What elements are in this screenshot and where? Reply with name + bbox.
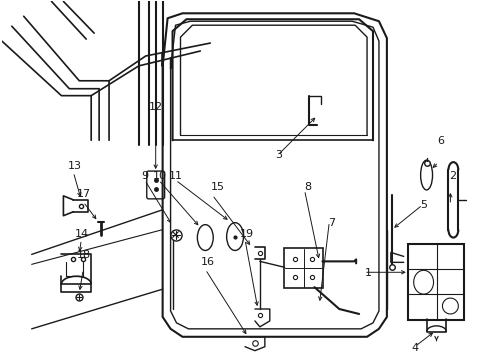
Text: 17: 17 bbox=[76, 189, 90, 199]
Text: 4: 4 bbox=[411, 343, 418, 353]
Text: 14: 14 bbox=[75, 229, 89, 239]
Text: 2: 2 bbox=[448, 171, 456, 181]
FancyBboxPatch shape bbox=[146, 171, 164, 199]
Text: 8: 8 bbox=[304, 182, 310, 192]
Text: 15: 15 bbox=[210, 182, 224, 192]
Text: 10: 10 bbox=[152, 171, 166, 181]
Text: 18: 18 bbox=[76, 250, 90, 260]
Text: 6: 6 bbox=[437, 136, 444, 146]
Text: 1: 1 bbox=[364, 268, 371, 278]
Ellipse shape bbox=[226, 223, 243, 251]
Text: 16: 16 bbox=[201, 257, 215, 267]
Text: 9: 9 bbox=[141, 171, 148, 181]
FancyBboxPatch shape bbox=[407, 243, 463, 320]
FancyBboxPatch shape bbox=[283, 248, 323, 288]
Text: 19: 19 bbox=[240, 229, 253, 239]
Text: 7: 7 bbox=[327, 218, 335, 228]
Text: 5: 5 bbox=[420, 200, 427, 210]
Ellipse shape bbox=[197, 225, 213, 251]
Text: 3: 3 bbox=[274, 150, 282, 160]
Text: 13: 13 bbox=[67, 161, 81, 171]
Ellipse shape bbox=[420, 160, 432, 190]
Text: 12: 12 bbox=[149, 102, 163, 112]
Text: 11: 11 bbox=[168, 171, 182, 181]
